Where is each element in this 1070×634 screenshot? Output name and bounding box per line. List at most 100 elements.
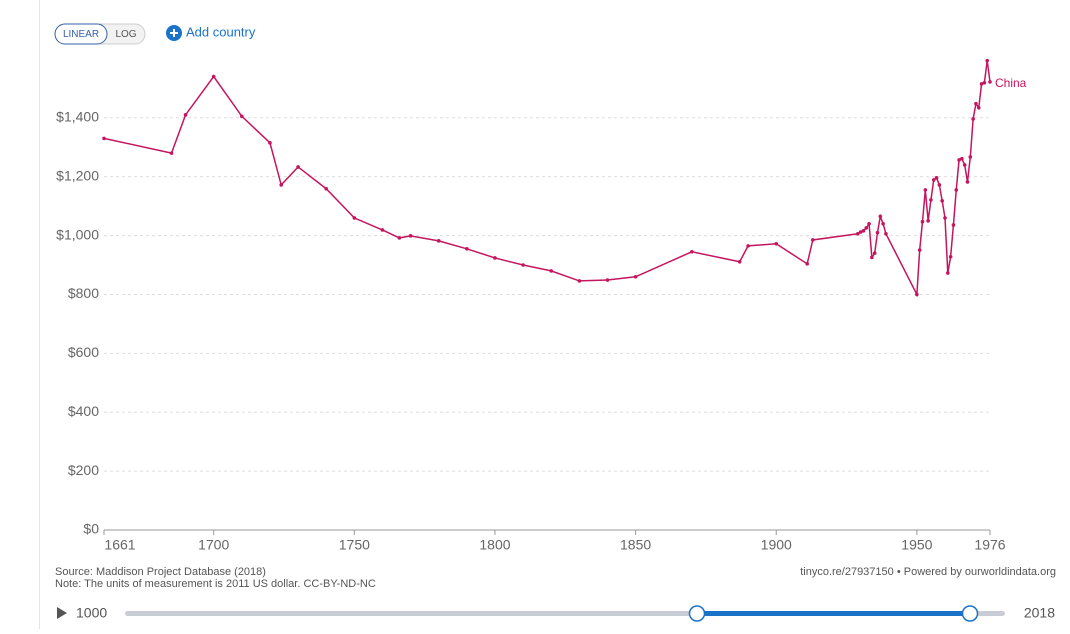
track-selected [697, 611, 970, 616]
point [605, 278, 610, 282]
log-label[interactable]: LOG [115, 29, 136, 40]
source: Source: Maddison Project Database (2018) [55, 566, 266, 578]
x-tick-label: 1700 [198, 537, 229, 553]
point [380, 228, 385, 232]
point [940, 199, 944, 203]
point [811, 238, 815, 242]
plot: $0 $200 $400 $600 $800 $1,000 $1,200 $1,400 1661… [56, 58, 1027, 553]
point [929, 198, 933, 202]
y-tick-label: $1,000 [56, 226, 99, 242]
point [774, 242, 779, 246]
y-tick-label: $1,400 [56, 108, 99, 124]
point [943, 216, 947, 220]
point [917, 248, 922, 252]
point [960, 156, 964, 161]
point [985, 58, 989, 63]
point [962, 163, 967, 167]
point [878, 214, 883, 219]
point [988, 80, 992, 84]
y-tick-label: $600 [68, 344, 99, 360]
point [951, 223, 956, 227]
point [279, 183, 284, 187]
link[interactable]: tinyco.re/27937150 • Powered by ourworld… [800, 566, 1056, 578]
x-tick-label: 1976 [974, 537, 1005, 553]
y-tick-label: $200 [68, 462, 99, 478]
point [633, 274, 638, 279]
point [870, 255, 874, 260]
point [324, 186, 329, 191]
point [268, 141, 272, 145]
timeline-end: 2018 [1024, 605, 1055, 621]
point [976, 105, 981, 110]
point [864, 226, 869, 230]
series-label: China [995, 76, 1027, 90]
point [296, 165, 300, 169]
linear-button[interactable] [54, 23, 108, 45]
point [915, 292, 919, 297]
point [169, 151, 174, 155]
point [102, 136, 106, 141]
point [979, 82, 984, 86]
x-tick-label: 1800 [479, 537, 510, 553]
play-button[interactable] [57, 607, 67, 619]
point [867, 221, 871, 226]
x-tick-label: 1900 [761, 537, 792, 553]
point [931, 178, 936, 182]
point [954, 188, 959, 192]
point [926, 219, 930, 223]
point [946, 271, 950, 275]
plus [170, 29, 178, 37]
point [805, 262, 809, 266]
point [948, 254, 953, 259]
point [240, 114, 244, 119]
line [103, 60, 991, 298]
point [957, 158, 961, 162]
point [352, 216, 357, 220]
point [746, 244, 750, 248]
point [971, 117, 975, 121]
point [881, 221, 885, 226]
y-tick-label: $0 [83, 521, 99, 537]
x-tick-label: 1850 [620, 537, 651, 553]
point [690, 249, 694, 254]
point [436, 239, 441, 243]
point [937, 183, 942, 187]
x-tick-label: 1661 [104, 537, 135, 553]
y-tick-label: $1,200 [56, 167, 99, 183]
point [872, 251, 877, 256]
add-country[interactable]: Add country [166, 24, 256, 41]
add-label[interactable]: Add country [186, 24, 256, 39]
point [875, 230, 880, 235]
point [965, 180, 970, 184]
point [577, 279, 582, 283]
point [183, 113, 188, 117]
point [884, 231, 888, 236]
handle-end[interactable] [961, 605, 979, 622]
point [982, 80, 987, 85]
timeline-start: 1000 [76, 605, 107, 621]
scale-toggle[interactable]: LINEAR LOG [54, 23, 146, 45]
x-tick-label: 1750 [339, 537, 370, 553]
point [737, 259, 742, 264]
point [920, 219, 925, 224]
point [861, 229, 866, 233]
point [493, 256, 497, 260]
timeline[interactable]: 1000 2018 [57, 605, 1055, 622]
x-tick-label: 1950 [901, 537, 932, 553]
point [521, 263, 525, 267]
point [934, 176, 939, 180]
point [408, 234, 413, 238]
point [968, 155, 973, 159]
point [549, 269, 554, 273]
linear-label[interactable]: LINEAR [63, 29, 99, 40]
handle-start[interactable] [688, 605, 706, 622]
point [211, 74, 216, 79]
point [974, 101, 978, 106]
point [465, 247, 469, 251]
point [397, 236, 402, 240]
point [858, 230, 863, 234]
y-tick-label: $400 [68, 403, 99, 419]
point [856, 231, 860, 236]
